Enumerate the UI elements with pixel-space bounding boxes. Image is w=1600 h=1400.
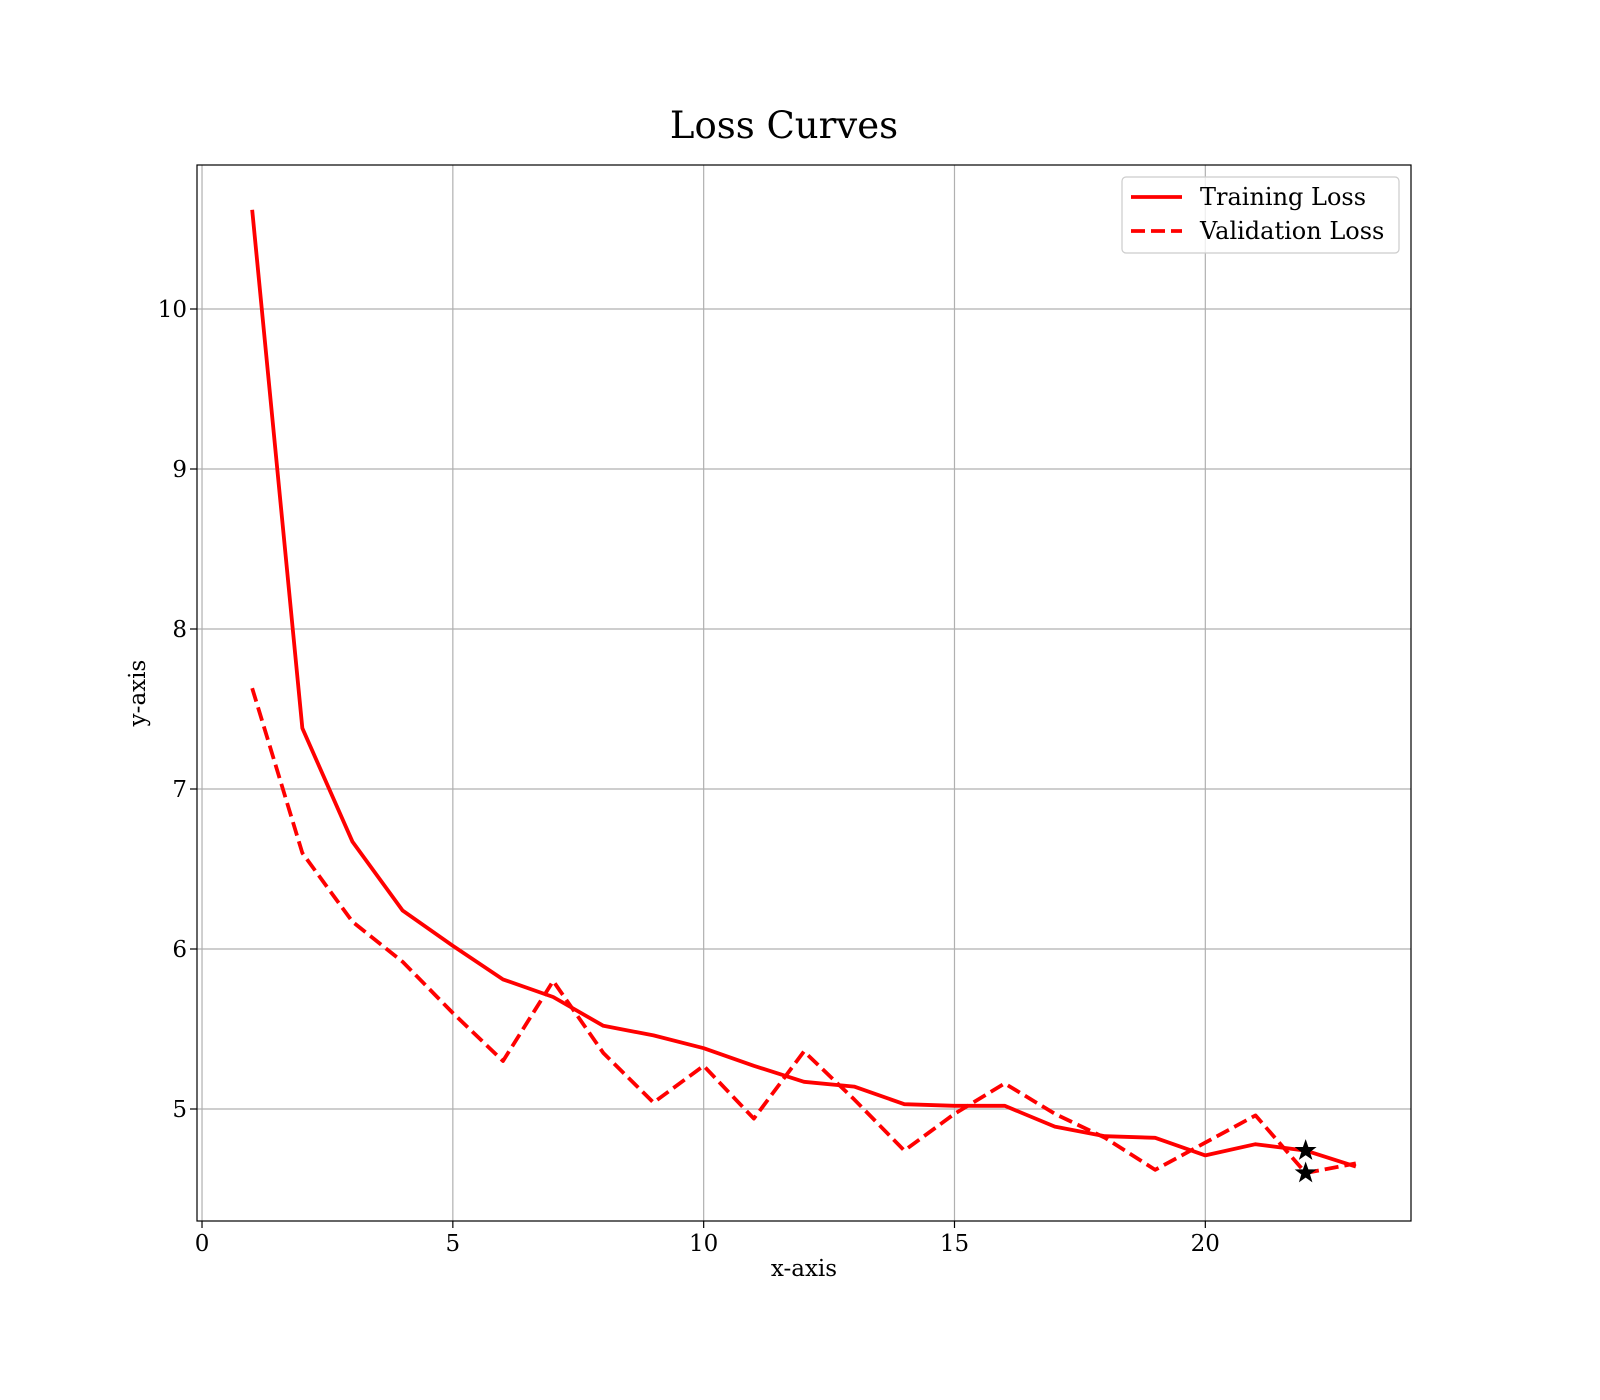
- x-tick-label: 5: [446, 1231, 461, 1257]
- y-tick-label: 10: [158, 297, 187, 323]
- y-tick-label: 7: [172, 777, 187, 803]
- x-tick-label: 10: [689, 1231, 718, 1257]
- x-axis-label: x-axis: [771, 1256, 837, 1282]
- axis-ticks: 0 5 10 15 20 5 6 7 8 9 10: [158, 297, 1220, 1257]
- chart-title: Loss Curves: [670, 104, 898, 147]
- best-markers: [1294, 1139, 1317, 1183]
- legend: Training Loss Validation Loss: [1121, 176, 1400, 254]
- grid-lines: [197, 165, 1411, 1221]
- series-line-validation-loss: [250, 687, 1357, 1175]
- legend-label-training-loss: Training Loss: [1200, 183, 1366, 211]
- x-tick-label: 15: [940, 1231, 969, 1257]
- series-line-training-loss: [250, 209, 1357, 1169]
- legend-label-validation-loss: Validation Loss: [1199, 217, 1384, 245]
- series-lines: [250, 209, 1357, 1175]
- legend-box: [1121, 176, 1400, 254]
- y-tick-label: 6: [172, 937, 187, 963]
- y-tick-label: 8: [172, 617, 187, 643]
- best-marker-star-validation: [1294, 1161, 1317, 1183]
- plot-frame: [196, 164, 1412, 1222]
- x-tick-label: 0: [195, 1231, 210, 1257]
- x-tick-label: 20: [1191, 1231, 1220, 1257]
- y-tick-label: 5: [172, 1097, 187, 1123]
- y-tick-label: 9: [172, 457, 187, 483]
- y-axis-label: y-axis: [125, 660, 151, 728]
- best-marker-star-training: [1294, 1139, 1317, 1160]
